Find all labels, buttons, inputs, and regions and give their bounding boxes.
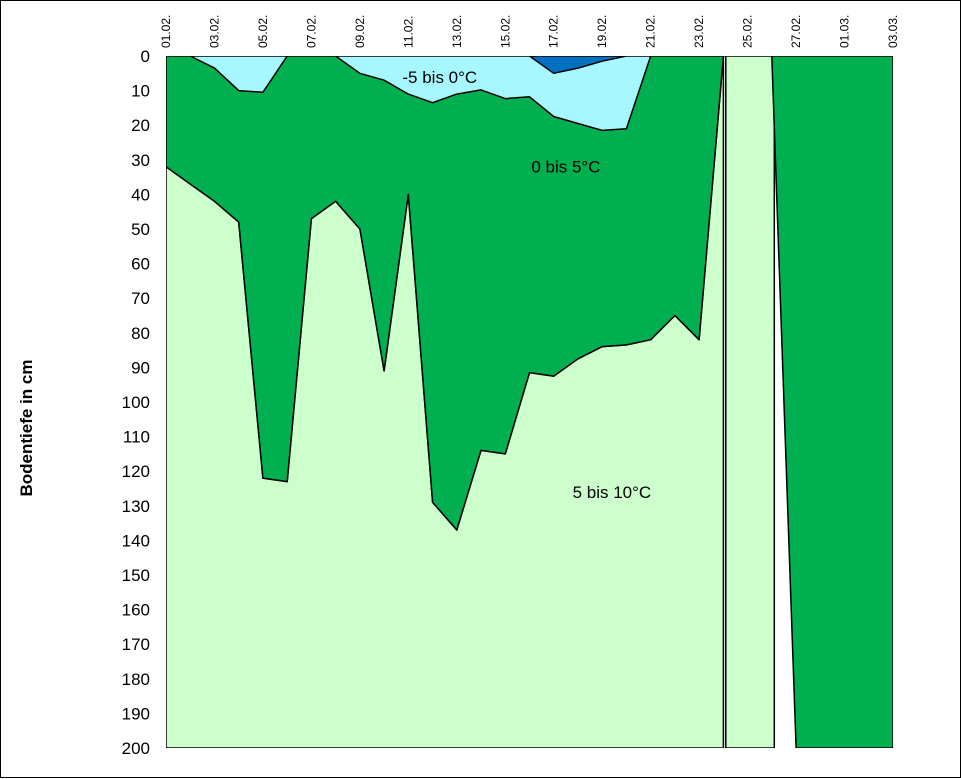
y-tick-label: 0 [141, 47, 150, 66]
y-tick-label: 150 [122, 566, 150, 585]
y-tick-label: 110 [123, 428, 150, 447]
y-axis: 0 10 20 30 40 50 60 70 80 90 100 110 120 130 140 150 160… [122, 47, 150, 758]
area-3-part-0 [528, 56, 628, 75]
area-1-part-1 [771, 56, 893, 748]
y-axis-title: Bodentiefe in cm [17, 360, 36, 497]
area-2-part-1 [334, 56, 652, 132]
x-tick-label: 15.02. [498, 15, 512, 48]
y-tick-label: 30 [131, 151, 150, 170]
x-tick-label: 25.02. [741, 15, 755, 48]
x-tick-label: 19.02. [595, 15, 609, 48]
y-tick-label: 170 [122, 635, 150, 654]
x-tick-label: 21.02. [644, 15, 658, 48]
zone-label: 5 bis 10°C [573, 483, 652, 502]
y-tick-label: 60 [131, 255, 150, 274]
y-tick-label: 50 [131, 220, 150, 239]
y-tick-label: 120 [122, 462, 150, 481]
x-tick-label: 03.03. [886, 15, 900, 48]
x-tick-label: 07.02. [304, 15, 318, 48]
y-tick-label: 80 [131, 324, 150, 343]
y-tick-label: 90 [131, 358, 150, 377]
y-tick-label: 70 [131, 289, 150, 308]
x-tick-label: 27.02. [789, 15, 803, 48]
y-tick-label: 20 [131, 116, 150, 135]
x-tick-label: 13.02. [450, 15, 464, 48]
zone-labels: -5 bis 0°C 0 bis 5°C 5 bis 10°C [402, 68, 651, 502]
zone-label: -5 bis 0°C [402, 68, 477, 87]
area-0-part-1 [725, 56, 776, 748]
area-1-part-0 [166, 56, 725, 531]
x-tick-label: 05.02. [256, 15, 270, 48]
y-tick-label: 200 [122, 739, 150, 758]
y-tick-label: 190 [122, 704, 150, 723]
x-tick-label: 17.02. [547, 15, 561, 48]
y-tick-label: 10 [131, 82, 150, 101]
x-tick-label: 01.02. [159, 15, 173, 48]
x-tick-label: 03.02. [208, 15, 222, 48]
x-tick-label: 11.02. [401, 16, 415, 48]
y-tick-label: 40 [131, 185, 150, 204]
y-tick-label: 160 [122, 601, 150, 620]
area-layer [166, 56, 893, 748]
x-axis: 01.02. 03.02. 05.02. 07.02. 09.02. 11.02. 13.0… [159, 15, 900, 48]
zone-label: 0 bis 5°C [531, 158, 600, 177]
y-tick-label: 140 [122, 531, 150, 550]
x-tick-label: 01.03. [838, 15, 852, 48]
y-tick-label: 180 [122, 670, 150, 689]
x-tick-label: 09.02. [353, 15, 367, 48]
area-2-part-0 [189, 56, 288, 94]
x-tick-label: 23.02. [692, 15, 706, 48]
y-tick-label: 100 [122, 393, 150, 412]
y-tick-label: 130 [122, 497, 150, 516]
